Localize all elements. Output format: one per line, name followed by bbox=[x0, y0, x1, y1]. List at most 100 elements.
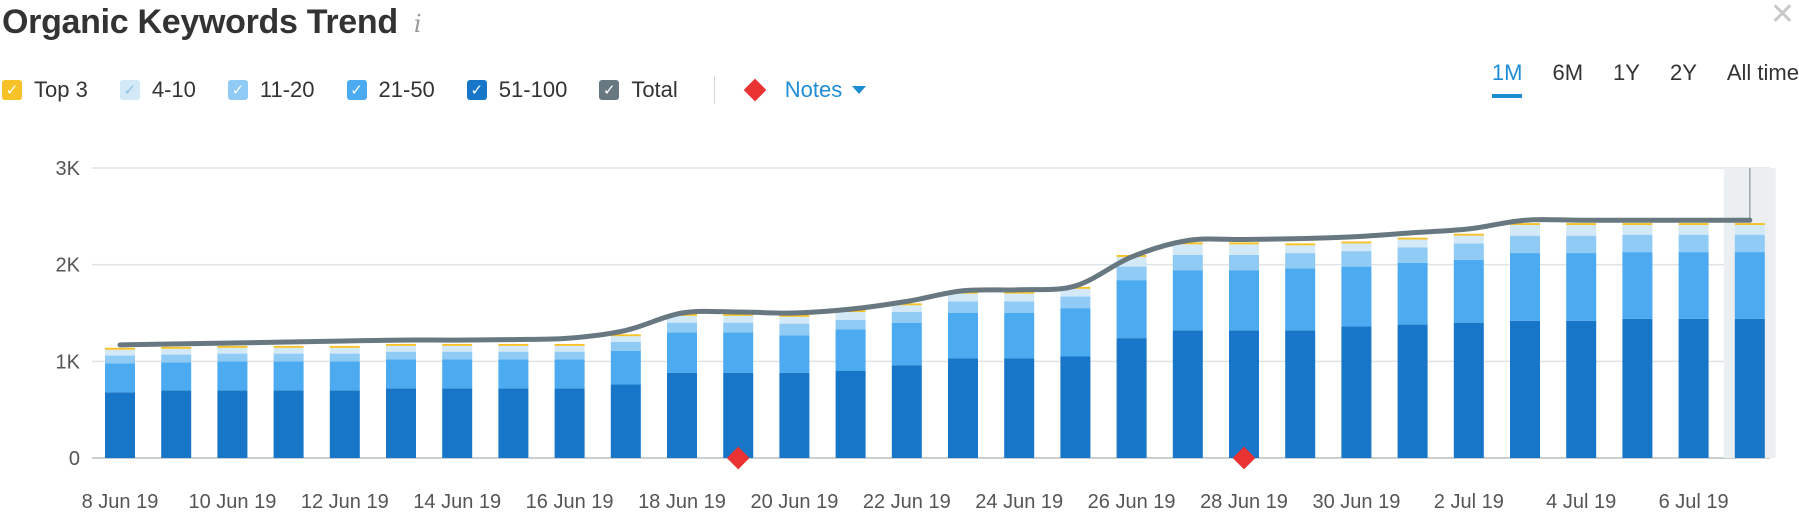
x-tick-label: 30 Jun 19 bbox=[1312, 491, 1400, 513]
bar-segment-11-20 bbox=[1622, 234, 1653, 253]
bar-segment-51-100 bbox=[891, 365, 922, 458]
x-tick-label: 10 Jun 19 bbox=[188, 491, 276, 513]
legend-item-51-100[interactable]: ✓ 51-100 bbox=[466, 77, 567, 103]
bar-segment-51-100 bbox=[386, 388, 416, 458]
bar-segment-11-20 bbox=[1397, 247, 1428, 263]
bar-segment-51-100 bbox=[1566, 320, 1597, 458]
bar-segment-51-100 bbox=[1397, 324, 1428, 458]
bar-segment-11-20 bbox=[1172, 255, 1203, 271]
legend-item-top-3[interactable]: ✓ Top 3 bbox=[2, 77, 88, 103]
legend-label: 21-50 bbox=[378, 77, 435, 102]
checkbox-icon[interactable]: ✓ bbox=[227, 80, 248, 100]
bar-segment-51-100 bbox=[1004, 358, 1035, 458]
bar-segment-11-20 bbox=[1453, 243, 1484, 260]
x-tick-label: 12 Jun 19 bbox=[301, 491, 389, 513]
range-1m-button[interactable]: 1M bbox=[1491, 60, 1523, 98]
bar-segment-4-10 bbox=[217, 347, 248, 354]
bar-segment-4-10 bbox=[1285, 245, 1316, 254]
checkbox-icon[interactable]: ✓ bbox=[346, 80, 367, 100]
checkbox-icon[interactable]: ✓ bbox=[119, 80, 140, 100]
notes-dropdown[interactable]: Notes bbox=[743, 77, 867, 103]
legend-item-total[interactable]: ✓ Total bbox=[599, 77, 678, 103]
bar-segment-21-50 bbox=[1453, 259, 1484, 323]
bar-segment-4-10 bbox=[1453, 235, 1484, 244]
range-1y-button[interactable]: 1Y bbox=[1613, 60, 1640, 85]
legend-item-21-50[interactable]: ✓ 21-50 bbox=[346, 77, 435, 103]
bar-segment-top-3 bbox=[554, 343, 585, 346]
bar-segment-4-10 bbox=[1341, 243, 1372, 252]
bar-segment-11-20 bbox=[723, 322, 754, 333]
x-tick-label: 26 Jun 19 bbox=[1088, 491, 1176, 513]
bar-segment-11-20 bbox=[610, 342, 641, 351]
notes-label: Notes bbox=[784, 77, 843, 102]
time-range-selector: 1M 6M 1Y 2Y All time bbox=[1462, 60, 1799, 98]
range-2y-button[interactable]: 2Y bbox=[1669, 60, 1697, 85]
legend-label: Top 3 bbox=[34, 77, 88, 102]
page-title: Organic Keywords Trend bbox=[2, 2, 398, 41]
legend-label: Total bbox=[631, 77, 678, 102]
info-icon[interactable]: i bbox=[413, 10, 422, 38]
bar-segment-top-3 bbox=[329, 345, 360, 348]
bar-segment-21-50 bbox=[442, 359, 473, 389]
bar-segment-top-3 bbox=[273, 345, 304, 348]
bar-segment-4-10 bbox=[498, 345, 529, 352]
x-tick-label: 6 Jul 19 bbox=[1659, 491, 1729, 513]
x-tick-label: 4 Jul 19 bbox=[1546, 491, 1616, 513]
checkbox-icon[interactable]: ✓ bbox=[466, 80, 487, 100]
legend-item-11-20[interactable]: ✓ 11-20 bbox=[227, 77, 315, 103]
bar-segment-21-50 bbox=[217, 361, 248, 391]
checkbox-icon[interactable]: ✓ bbox=[2, 80, 22, 100]
bar-segment-11-20 bbox=[779, 323, 810, 336]
bar-segment-21-50 bbox=[1397, 262, 1428, 325]
bar-segment-11-20 bbox=[1004, 301, 1035, 313]
bar-segment-4-10 bbox=[948, 293, 978, 302]
x-tick-label: 2 Jul 19 bbox=[1434, 491, 1504, 513]
legend-item-4-10[interactable]: ✓ 4-10 bbox=[119, 77, 196, 103]
bar-segment-51-100 bbox=[1341, 326, 1372, 458]
bar-segment-21-50 bbox=[1510, 253, 1540, 321]
bar-segment-11-20 bbox=[1678, 234, 1709, 253]
bar-segment-4-10 bbox=[723, 315, 754, 323]
note-marker bbox=[1232, 446, 1256, 470]
bar-segment-21-50 bbox=[948, 313, 978, 359]
x-tick-label: 8 Jun 19 bbox=[82, 491, 159, 513]
bar-segment-21-50 bbox=[1566, 253, 1597, 321]
checkbox-icon[interactable]: ✓ bbox=[599, 80, 620, 100]
y-tick-label: 3K bbox=[56, 158, 81, 180]
x-tick-label: 14 Jun 19 bbox=[413, 491, 501, 513]
bar-segment-51-100 bbox=[554, 388, 585, 458]
range-all-time-button[interactable]: All time bbox=[1726, 60, 1799, 85]
bar-segment-51-100 bbox=[442, 388, 473, 458]
range-6m-button[interactable]: 6M bbox=[1552, 60, 1584, 85]
bar-segment-51-100 bbox=[610, 384, 641, 458]
bar-segment-top-3 bbox=[442, 343, 473, 346]
bar-segment-21-50 bbox=[835, 329, 866, 371]
bar-segment-51-100 bbox=[217, 390, 248, 458]
bar-segment-top-3 bbox=[723, 313, 754, 316]
chart-bars bbox=[105, 223, 1765, 458]
bar-segment-21-50 bbox=[1678, 252, 1709, 319]
bar-segment-21-50 bbox=[329, 361, 360, 391]
chart-grid bbox=[92, 167, 1770, 459]
bar-segment-21-50 bbox=[386, 359, 416, 389]
bar-segment-top-3 bbox=[1172, 242, 1203, 245]
bar-segment-11-20 bbox=[1229, 255, 1259, 271]
bar-segment-11-20 bbox=[329, 353, 360, 362]
x-axis: 8 Jun 19 10 Jun 19 12 Jun 19 14 Jun 19 16 Ju… bbox=[82, 491, 1729, 513]
bar-segment-4-10 bbox=[273, 347, 304, 354]
bar-segment-top-3 bbox=[1453, 233, 1484, 236]
bar-segment-11-20 bbox=[1116, 266, 1147, 281]
bar-segment-4-10 bbox=[1172, 244, 1203, 255]
bar-segment-51-100 bbox=[1285, 330, 1316, 458]
bar-segment-4-10 bbox=[442, 345, 473, 352]
y-tick-label: 0 bbox=[69, 448, 80, 470]
bar-segment-top-3 bbox=[105, 347, 135, 350]
close-icon[interactable]: ✕ bbox=[1769, 0, 1795, 31]
bar-segment-21-50 bbox=[723, 332, 754, 373]
bar-segment-21-50 bbox=[610, 350, 641, 385]
bar-segment-21-50 bbox=[667, 332, 697, 373]
bar-segment-21-50 bbox=[1341, 266, 1372, 327]
bar-segment-51-100 bbox=[1453, 322, 1484, 458]
bar-segment-51-100 bbox=[105, 392, 135, 458]
bar-segment-4-10 bbox=[610, 336, 641, 342]
